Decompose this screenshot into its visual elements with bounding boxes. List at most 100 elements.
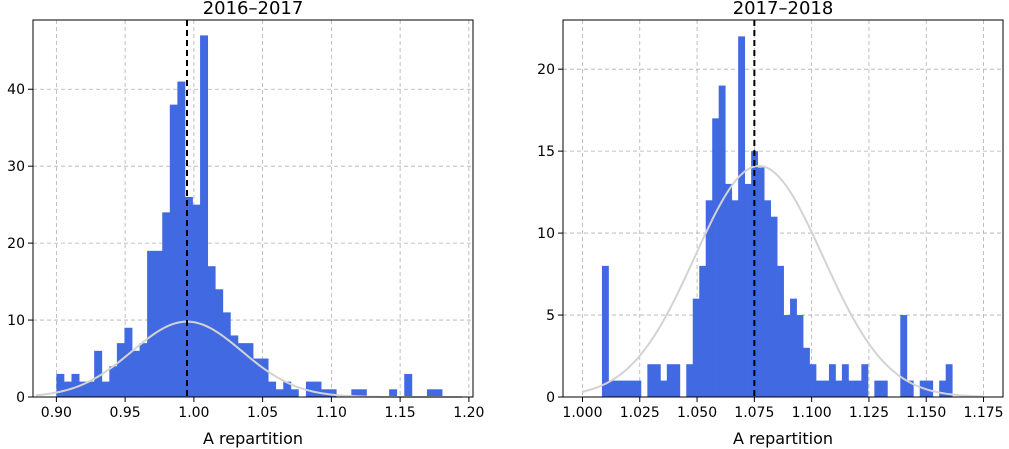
histogram-bar xyxy=(939,380,947,397)
x-tick-label: 1.150 xyxy=(906,405,946,421)
histogram-bar xyxy=(725,183,733,397)
histogram-bar xyxy=(222,312,231,397)
histogram-bar xyxy=(601,265,609,397)
histogram-bar xyxy=(627,380,635,397)
x-tick-label: 1.050 xyxy=(677,405,717,421)
histogram-bar xyxy=(634,380,642,397)
histogram-bar xyxy=(666,364,674,397)
histogram-bar xyxy=(200,35,209,397)
x-tick-label: 1.100 xyxy=(792,405,832,421)
x-tick-label: 0.95 xyxy=(110,405,141,421)
histogram-bar xyxy=(822,380,830,397)
bars xyxy=(601,36,953,398)
fit-curve xyxy=(582,164,984,398)
histogram-bar xyxy=(815,380,823,397)
histogram-bar xyxy=(621,380,629,397)
histogram-bar xyxy=(275,389,284,397)
plot-frame xyxy=(562,19,1004,398)
histogram-bar xyxy=(803,347,810,397)
y-tick-label: 20 xyxy=(537,62,555,78)
histogram-bar xyxy=(699,265,707,397)
histogram-bar xyxy=(770,216,778,397)
histogram-bar xyxy=(109,366,118,397)
y-tick-label: 5 xyxy=(546,308,555,324)
histogram-bar xyxy=(777,265,784,397)
histogram-bar xyxy=(945,364,953,397)
histogram-bar xyxy=(162,212,171,397)
histogram-bar xyxy=(426,389,435,397)
histogram-bar xyxy=(245,343,254,397)
histogram-bar xyxy=(828,364,836,397)
histogram-bar xyxy=(283,381,292,397)
histogram-bar xyxy=(731,200,739,397)
histogram-bar xyxy=(358,389,367,397)
y-tick-label: 20 xyxy=(7,236,25,252)
histogram-bar xyxy=(215,289,224,397)
y-tick-label: 40 xyxy=(7,82,25,98)
histogram-bar xyxy=(230,335,239,397)
histogram-bar xyxy=(880,380,888,397)
histogram-bar xyxy=(718,85,726,397)
histogram-bar xyxy=(94,350,103,397)
y-tick-label: 0 xyxy=(546,390,555,406)
histogram-bar xyxy=(313,381,322,397)
y-tick-label: 10 xyxy=(537,226,555,242)
histogram-bar xyxy=(757,167,765,397)
histogram-bar xyxy=(139,343,148,397)
histogram-2016-2017: 0.90 0.95 1.00 1.05 1.10 1.15 1.20 0 10 20 30 40 2… xyxy=(7,0,484,448)
histogram-bar xyxy=(305,381,314,397)
histogram-bar xyxy=(237,343,246,397)
chart-title: 2017–2018 xyxy=(733,0,834,19)
histogram-bar xyxy=(192,204,201,397)
histogram-bar xyxy=(434,389,443,397)
histogram-bar xyxy=(848,380,856,397)
y-tick-label: 10 xyxy=(7,313,25,329)
histogram-bar xyxy=(614,380,622,397)
histogram-bar xyxy=(290,389,299,397)
histogram-bar xyxy=(686,364,694,397)
x-tick-label: 1.15 xyxy=(385,405,416,421)
histogram-bar xyxy=(132,350,140,397)
grid xyxy=(33,20,473,398)
histogram-bar xyxy=(712,118,720,397)
histogram-bar xyxy=(253,358,261,397)
histogram-bar xyxy=(809,364,817,397)
histogram-bar xyxy=(184,196,193,397)
histogram-bar xyxy=(351,389,360,397)
x-tick-label: 1.20 xyxy=(453,405,484,421)
histogram-bar xyxy=(744,183,752,397)
plot-frame xyxy=(32,19,474,398)
histogram-bar xyxy=(404,373,413,397)
histogram-bar xyxy=(116,343,125,397)
x-axis-ticks: 0.90 0.95 1.00 1.05 1.10 1.15 1.20 xyxy=(41,397,484,421)
histogram-bar xyxy=(835,380,843,397)
histogram-2017-2018: 1.000 1.025 1.050 1.075 1.100 1.125 1.150 1.175… xyxy=(537,0,1003,448)
x-axis-label: A repartition xyxy=(203,429,303,448)
histogram-bar xyxy=(124,327,133,397)
histogram-bar xyxy=(673,364,681,397)
y-axis-ticks: 0 10 20 30 40 xyxy=(7,82,33,406)
x-tick-label: 1.075 xyxy=(734,405,774,421)
y-tick-label: 15 xyxy=(537,144,555,160)
x-tick-label: 1.00 xyxy=(178,405,209,421)
bars xyxy=(56,35,443,397)
histogram-bar xyxy=(260,358,269,397)
x-axis-ticks: 1.000 1.025 1.050 1.075 1.100 1.125 1.150 1.175 xyxy=(562,397,1004,421)
histogram-bar xyxy=(854,380,862,397)
x-tick-label: 1.000 xyxy=(562,405,602,421)
histogram-bar xyxy=(71,373,80,397)
x-axis-label: A repartition xyxy=(733,429,833,448)
histogram-bar xyxy=(906,380,914,397)
x-tick-label: 1.05 xyxy=(247,405,278,421)
chart-title: 2016–2017 xyxy=(203,0,304,19)
x-tick-label: 1.10 xyxy=(316,405,347,421)
x-tick-label: 1.125 xyxy=(849,405,889,421)
histogram-bar xyxy=(900,315,908,397)
histogram-bar xyxy=(56,373,65,397)
histogram-bar xyxy=(268,381,277,397)
histogram-bar xyxy=(874,380,882,397)
histogram-bar xyxy=(660,380,668,397)
y-tick-label: 0 xyxy=(16,390,25,406)
histogram-bar xyxy=(692,298,700,397)
